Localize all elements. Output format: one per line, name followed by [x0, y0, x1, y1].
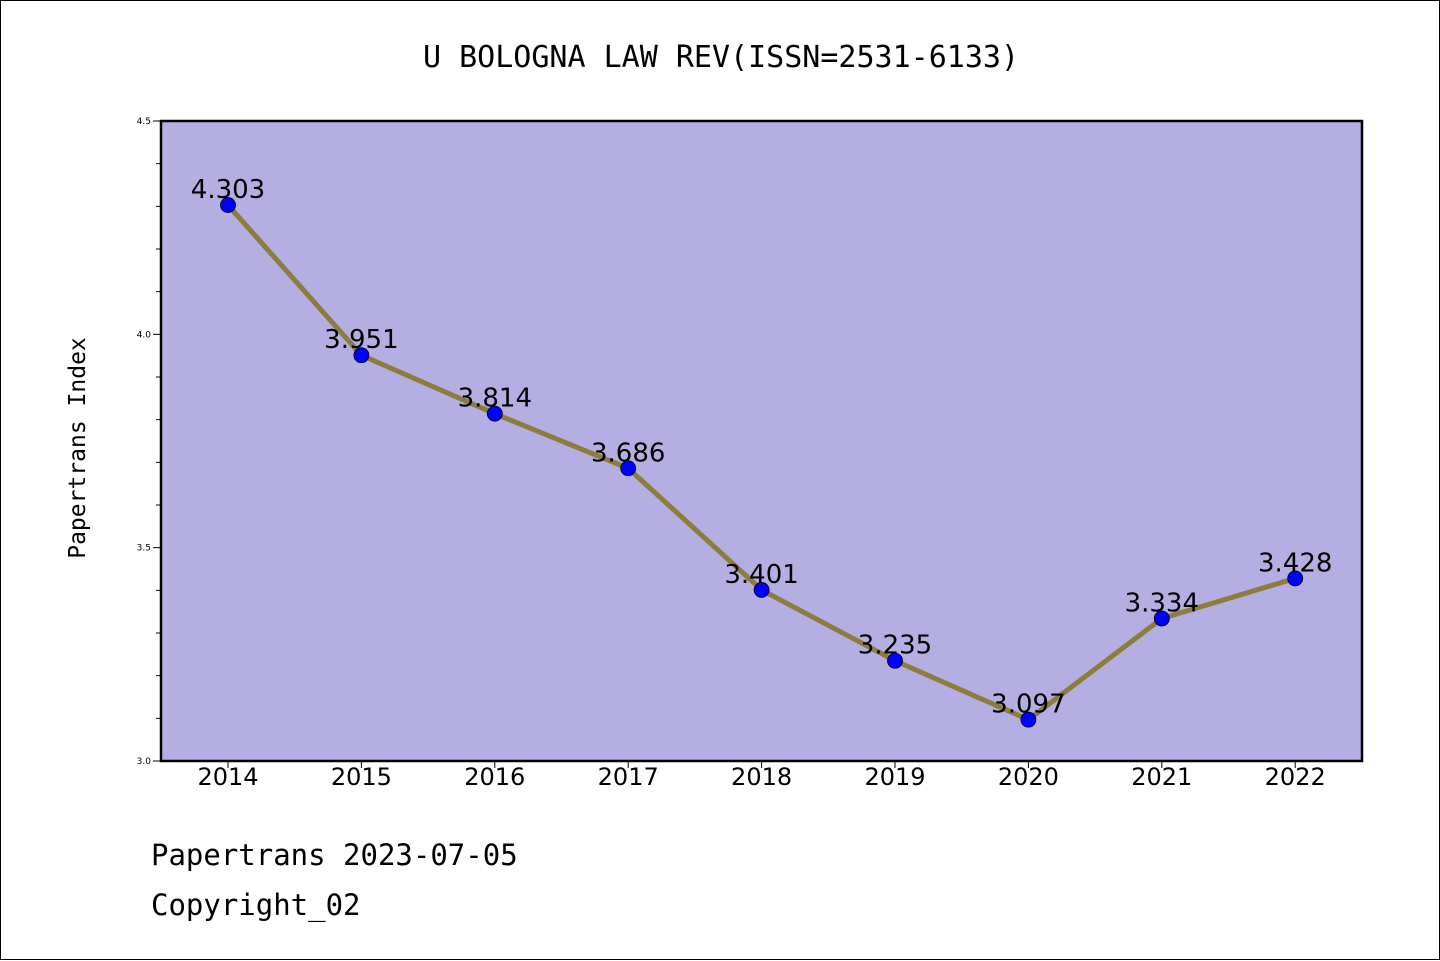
x-tick-label: 2014	[197, 763, 258, 791]
data-label: 3.235	[858, 631, 932, 661]
x-tick-label: 2017	[598, 763, 659, 791]
y-tick-label: 3.0	[137, 757, 152, 767]
data-point	[1153, 610, 1170, 627]
y-tick-label: 3.5	[137, 544, 151, 554]
plot-area	[161, 121, 1362, 761]
data-label: 3.401	[724, 560, 798, 590]
data-points	[220, 197, 1304, 728]
x-tick-label: 2021	[1131, 763, 1192, 791]
data-point	[353, 347, 370, 364]
x-axis: 2014 2015 2016 2017 2018 2019 2020 2021 2022	[197, 761, 1326, 791]
data-point	[220, 197, 236, 213]
footer-date: Papertrans 2023-07-05	[151, 838, 518, 872]
data-labels: 4.303 3.951 3.814 3.686 3.401 3.235 3.097 3.334…	[191, 175, 1333, 720]
x-tick-label: 2020	[998, 763, 1059, 791]
data-label: 4.303	[191, 175, 265, 205]
x-tick-label: 2019	[864, 763, 925, 791]
data-label: 3.686	[591, 438, 665, 468]
y-axis: 3.0 3.5 4.0 4.5	[137, 117, 161, 767]
x-tick-label: 2016	[464, 763, 525, 791]
data-point	[753, 582, 770, 598]
data-label: 3.097	[991, 690, 1065, 720]
x-tick-label: 2015	[331, 763, 392, 791]
data-point	[1020, 711, 1037, 728]
data-label: 3.428	[1258, 548, 1332, 578]
data-point	[887, 652, 903, 669]
data-label: 3.334	[1125, 588, 1199, 618]
x-tick-label: 2018	[731, 763, 792, 791]
plot-frame	[159, 119, 1364, 763]
data-point	[1287, 570, 1304, 587]
data-point	[620, 460, 637, 477]
data-point	[486, 405, 503, 422]
data-label: 3.951	[324, 325, 398, 355]
chart-title: U BOLOGNA LAW REV(ISSN=2531-6133)	[423, 40, 1019, 75]
y-tick-label: 4.0	[137, 330, 152, 340]
y-tick-label: 4.5	[137, 117, 151, 127]
x-tick-label: 2022	[1265, 763, 1326, 791]
y-axis-label: Papertrans Index	[65, 337, 91, 559]
footer-copyright: Copyright_02	[151, 888, 361, 923]
data-label: 3.814	[458, 384, 532, 414]
